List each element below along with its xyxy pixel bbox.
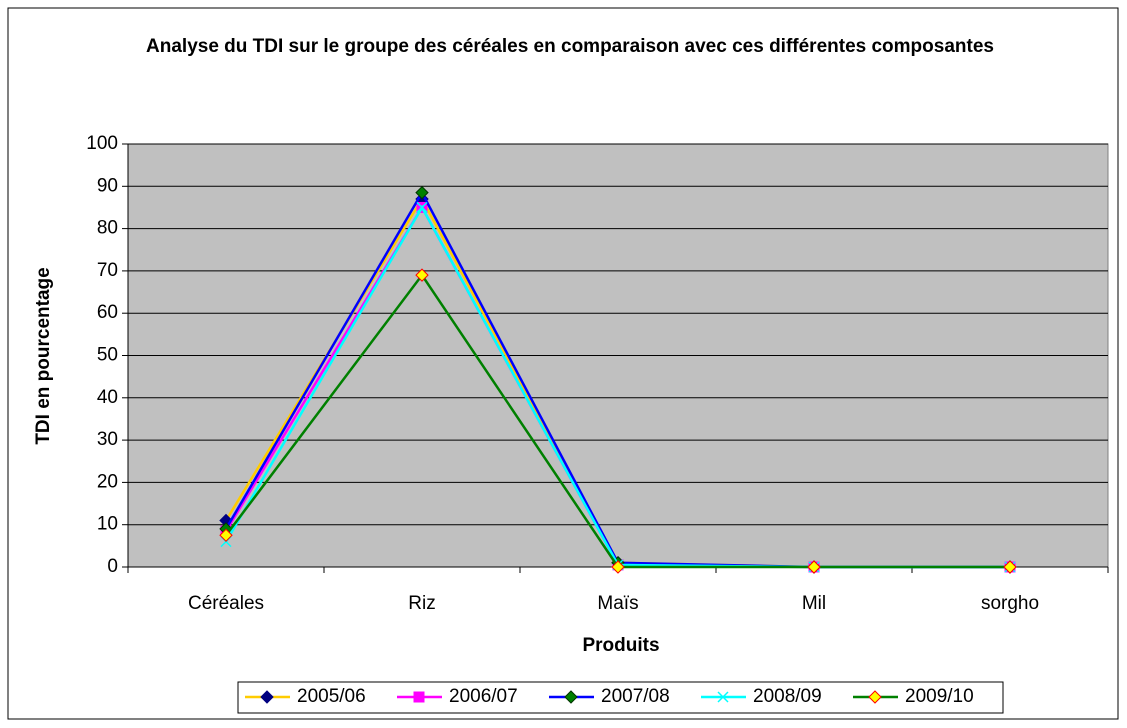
data-point: [1003, 560, 1017, 574]
data-point: [415, 268, 429, 282]
x-tick-label: Maïs: [597, 593, 638, 614]
y-tick-label: 80: [97, 218, 118, 239]
data-point: [415, 185, 429, 200]
legend-label: 2006/07: [449, 686, 518, 707]
x-tick-label: Céréales: [188, 593, 264, 614]
data-point: [219, 528, 233, 542]
legend-marker: [564, 690, 578, 704]
y-tick-label: 90: [97, 175, 118, 196]
y-tick-label: 0: [107, 556, 118, 577]
data-point: [611, 560, 625, 574]
x-axis-label: Produits: [582, 635, 659, 656]
legend-label: 2005/06: [297, 686, 366, 707]
y-tick-label: 10: [97, 514, 118, 535]
data-point: [807, 560, 821, 574]
legend-marker: [717, 691, 729, 703]
y-tick-label: 100: [86, 133, 118, 154]
legend-label: 2008/09: [753, 686, 822, 707]
legend-marker: [413, 691, 425, 703]
legend-label: 2007/08: [601, 686, 670, 707]
legend-label: 2009/10: [905, 686, 974, 707]
x-tick-label: Riz: [408, 593, 435, 614]
y-tick-label: 50: [97, 345, 118, 366]
chart-title: Analyse du TDI sur le groupe des céréale…: [146, 36, 994, 57]
y-tick-label: 60: [97, 302, 118, 323]
y-tick-label: 70: [97, 260, 118, 281]
y-tick-label: 20: [97, 471, 118, 492]
y-axis-label: TDI en pourcentage: [33, 267, 54, 444]
x-tick-label: sorgho: [981, 593, 1039, 614]
legend-marker: [260, 690, 274, 704]
y-tick-label: 30: [97, 429, 118, 450]
y-tick-label: 40: [97, 387, 118, 408]
x-tick-label: Mil: [802, 593, 826, 614]
legend-marker: [868, 690, 882, 704]
data-point: [416, 201, 428, 213]
